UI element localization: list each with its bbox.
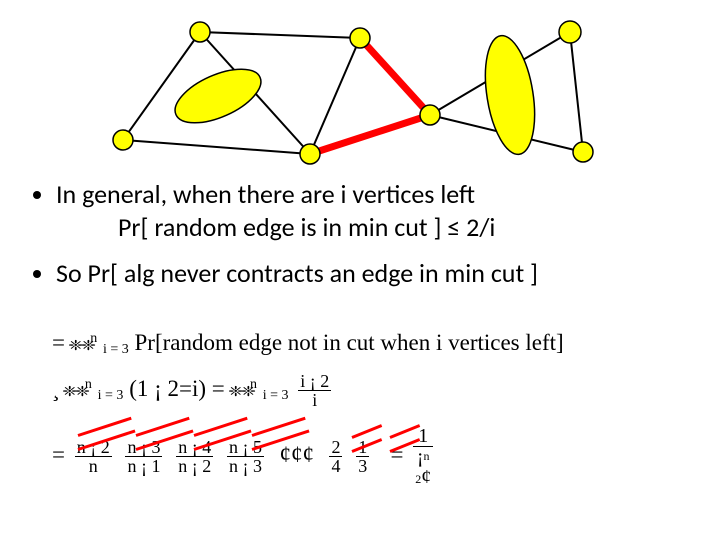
graph-node — [573, 142, 593, 162]
graph-diagram — [90, 10, 610, 175]
cancel-frac: n ¡ 5n ¡ 3 — [227, 438, 264, 475]
fracs-container: n ¡ 2n n ¡ 3n ¡ 1 n ¡ 4n ¡ 2 n ¡ 5n ¡ 3 — [71, 442, 268, 467]
graph-edge — [123, 32, 200, 140]
graph-node — [113, 130, 133, 150]
graph-node — [190, 22, 210, 42]
math-row-2: ¸ ❈❈n i = 3 (1 ¡ 2=i) = ❈❈n i = 3 i ¡ 2 … — [52, 372, 335, 409]
math-derivation: = ❈❈n i = 3 Pr[random edge not in cut wh… — [52, 330, 692, 520]
graph-edge — [360, 38, 430, 115]
graph-edge — [200, 32, 360, 38]
cancel-frac-tail: 24 — [329, 438, 342, 475]
graph-edge — [310, 115, 430, 154]
frac-i-2: i ¡ 2 i — [298, 372, 331, 409]
bullet-1: In general, when there are i vertices le… — [56, 178, 688, 243]
graph-node — [167, 58, 268, 134]
result-frac: 1 ¡n2¢ — [413, 426, 433, 487]
row1-body: Pr[random edge not in cut when i vertice… — [135, 330, 564, 355]
math-row-3: = n ¡ 2n n ¡ 3n ¡ 1 n ¡ 4n ¡ 2 n ¡ 5n ¡ … — [52, 426, 437, 487]
eq-sign-3: = — [52, 442, 71, 467]
math-row-1: = ❈❈n i = 3 Pr[random edge not in cut wh… — [52, 330, 564, 358]
slide: In general, when there are i vertices le… — [0, 0, 720, 540]
prod-lower-3: i = 3 — [263, 388, 289, 403]
product-symbol-3: ❈❈ — [228, 384, 253, 400]
graph-node — [350, 28, 370, 48]
product-symbol-2: ❈❈ — [63, 384, 88, 400]
graph-edge — [570, 32, 583, 152]
graph-edge — [123, 140, 310, 154]
bullet-2-text: So Pr[ alg never contracts an edge in mi… — [56, 257, 538, 289]
bullet-1-line1: In general, when there are i vertices le… — [56, 178, 475, 210]
dots: ¢¢¢ — [279, 442, 314, 467]
bullet-2: So Pr[ alg never contracts an edge in mi… — [56, 257, 688, 290]
graph-node — [559, 21, 581, 43]
prod-lower-1: i = 3 — [103, 342, 129, 357]
graph-node — [300, 144, 320, 164]
bullet-list: In general, when there are i vertices le… — [28, 178, 688, 304]
row2-term: (1 ¡ 2=i) = — [129, 376, 230, 401]
bullet-1-line2: Pr[ random edge is in min cut ] ≤ 2/i — [56, 211, 688, 244]
product-symbol: ❈❈ — [68, 338, 93, 354]
prod-lower-2: i = 3 — [98, 388, 124, 403]
graph-node — [420, 105, 440, 125]
